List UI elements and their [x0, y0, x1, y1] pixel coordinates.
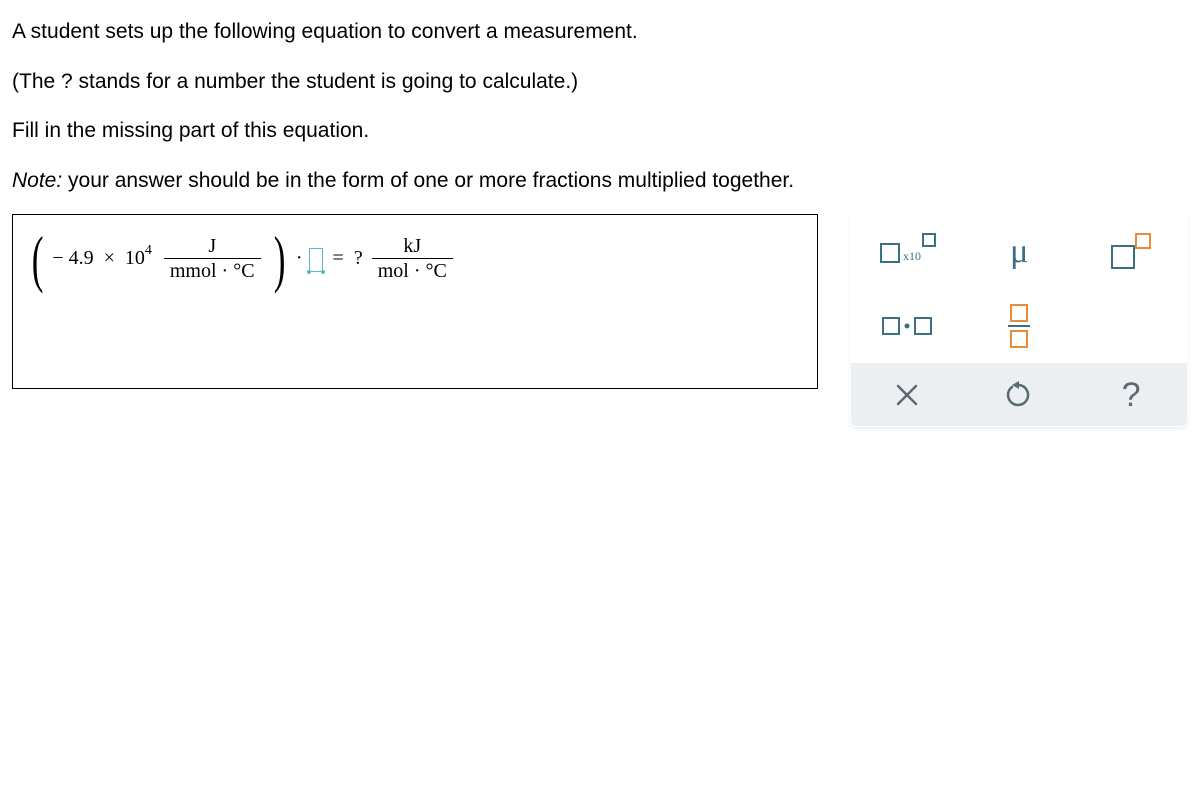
unit-num-right: kJ — [397, 234, 427, 258]
tool-grid: x10 μ — [851, 215, 1187, 363]
equation: ( − 4.9 × 104 J mmol · °C ) · = ? — [27, 233, 457, 284]
unit-num-left: J — [202, 234, 222, 258]
equation-box: ( − 4.9 × 104 J mmol · °C ) · = ? — [12, 214, 818, 389]
times-sign: × — [104, 247, 115, 269]
fraction-button[interactable] — [963, 289, 1075, 363]
instructions: A student sets up the following equation… — [12, 16, 1188, 196]
clear-button[interactable] — [851, 364, 963, 426]
micro-button[interactable]: μ — [963, 215, 1075, 289]
action-row: ? — [851, 363, 1187, 426]
base-ten: 10 — [125, 247, 145, 269]
svg-text:x10: x10 — [903, 249, 921, 263]
work-area: ( − 4.9 × 104 J mmol · °C ) · = ? — [12, 214, 1188, 427]
unit-fraction-left: J mmol · °C — [164, 234, 261, 283]
micro-symbol: μ — [1010, 233, 1028, 271]
multiply-dot: · — [296, 247, 303, 270]
open-paren: ( — [32, 233, 44, 284]
help-button[interactable]: ? — [1075, 364, 1187, 426]
cdot-button[interactable] — [851, 289, 963, 363]
tool-panel: x10 μ — [850, 214, 1188, 427]
equals-sign: = — [333, 247, 344, 270]
note-text: your answer should be in the form of one… — [62, 169, 794, 192]
question-mark: ? — [354, 247, 363, 270]
lhs-group: − 4.9 × 104 J mmol · °C — [48, 234, 268, 283]
instruction-note: Note: your answer should be in the form … — [12, 165, 1188, 197]
close-icon — [894, 382, 920, 408]
unit-den-left: mmol · °C — [164, 259, 261, 283]
instruction-line-3: Fill in the missing part of this equatio… — [12, 115, 1188, 147]
help-icon: ? — [1122, 376, 1141, 415]
coefficient: 4.9 — [69, 247, 94, 269]
unit-fraction-right: kJ mol · °C — [372, 234, 453, 283]
scientific-notation-button[interactable]: x10 — [851, 215, 963, 289]
note-label: Note: — [12, 169, 62, 192]
undo-icon — [1005, 381, 1033, 409]
instruction-line-1: A student sets up the following equation… — [12, 16, 1188, 48]
undo-button[interactable] — [963, 364, 1075, 426]
empty-tool-slot — [1075, 289, 1187, 363]
answer-placeholder[interactable] — [309, 248, 323, 272]
exponent: 4 — [145, 243, 152, 258]
minus-sign: − — [52, 247, 63, 269]
close-paren: ) — [273, 233, 285, 284]
exponent-button[interactable] — [1075, 215, 1187, 289]
unit-den-right: mol · °C — [372, 259, 453, 283]
instruction-line-2: (The ? stands for a number the student i… — [12, 66, 1188, 98]
scientific-number: − 4.9 × 104 — [52, 247, 152, 270]
